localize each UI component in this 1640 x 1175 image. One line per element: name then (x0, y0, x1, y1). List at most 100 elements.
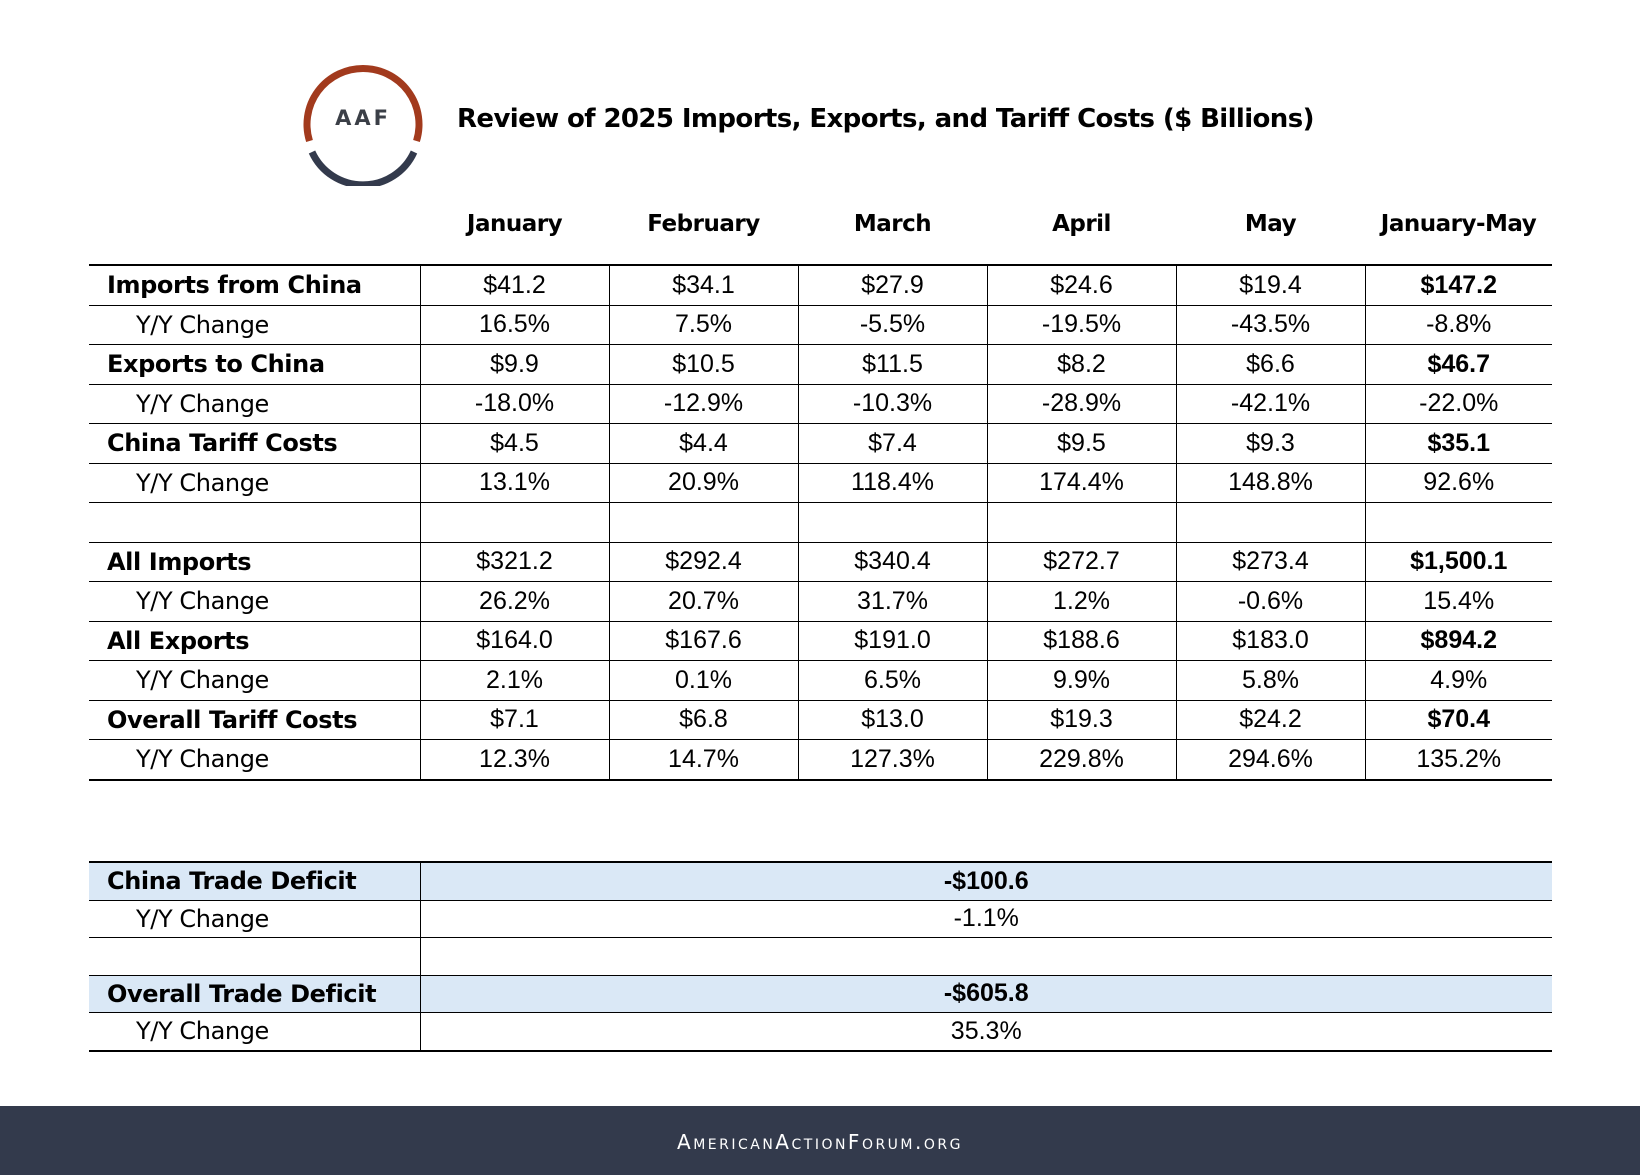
value-cell: $4.4 (609, 423, 799, 463)
change-row: Y/Y Change -1.1% (89, 899, 1552, 938)
value-cell (420, 502, 610, 542)
value-cell: $8.2 (987, 344, 1177, 384)
value-cell: $10.5 (609, 344, 799, 384)
change-row: Y/Y Change 13.1% 20.9% 118.4% 174.4% 148.8% 92… (89, 462, 1552, 503)
change-row: Y/Y Change 12.3% 14.7% 127.3% 229.8% 294.6% 13… (89, 739, 1552, 781)
value-cell: 26.2% (420, 581, 610, 621)
value-cell: 16.5% (420, 304, 610, 345)
total-cell: $46.7 (1365, 344, 1552, 384)
value-cell: -$100.6 (420, 861, 1552, 900)
value-cell: $7.1 (420, 699, 610, 740)
value-cell: $9.3 (1176, 423, 1366, 463)
value-cell: $273.4 (1176, 541, 1366, 582)
value-cell: $188.6 (987, 620, 1177, 661)
total-cell: $70.4 (1365, 699, 1552, 740)
value-cell: -28.9% (987, 383, 1177, 424)
value-cell: 35.3% (420, 1012, 1552, 1052)
value-cell: -$605.8 (420, 974, 1552, 1013)
total-cell: $1,500.1 (1365, 541, 1552, 582)
value-cell (420, 937, 1552, 975)
deficit-row: China Trade Deficit -$100.6 (89, 861, 1552, 900)
value-cell: -5.5% (798, 304, 988, 345)
column-header-may: May (1244, 211, 1297, 237)
value-cell: $6.8 (609, 699, 799, 740)
value-cell: 0.1% (609, 660, 799, 700)
value-cell: -19.5% (987, 304, 1177, 345)
metric-row: Imports from China $41.2 $34.1 $27.9 $24.6 $1… (89, 264, 1552, 305)
value-cell (987, 502, 1177, 542)
logo-bottom-arc (308, 150, 418, 186)
value-cell: -10.3% (798, 383, 988, 424)
total-cell: 4.9% (1365, 660, 1552, 700)
value-cell: $13.0 (798, 699, 988, 740)
value-cell: $183.0 (1176, 620, 1366, 661)
total-cell: 92.6% (1365, 462, 1552, 503)
metric-row: China Tariff Costs $4.5 $4.4 $7.4 $9.5 $9.3 $3… (89, 423, 1552, 463)
value-cell: $4.5 (420, 423, 610, 463)
value-cell: 14.7% (609, 739, 799, 781)
value-cell: 13.1% (420, 462, 610, 503)
value-cell: 127.3% (798, 739, 988, 781)
metric-row: All Imports $321.2 $292.4 $340.4 $272.7 $273.… (89, 541, 1552, 582)
total-cell: 15.4% (1365, 581, 1552, 621)
change-row: Y/Y Change 26.2% 20.7% 31.7% 1.2% -0.6% 15.4% (89, 581, 1552, 621)
value-cell: $19.4 (1176, 264, 1366, 305)
value-cell: $9.9 (420, 344, 610, 384)
row-label: China Tariff Costs (89, 423, 421, 463)
row-label: Y/Y Change (89, 581, 421, 621)
logo-text: AAF (335, 106, 391, 130)
value-cell: 1.2% (987, 581, 1177, 621)
deficit-row: Overall Trade Deficit -$605.8 (89, 974, 1552, 1013)
value-cell: $34.1 (609, 264, 799, 305)
spacer-row (89, 502, 1552, 542)
total-cell: -22.0% (1365, 383, 1552, 424)
value-cell: $6.6 (1176, 344, 1366, 384)
row-label: Exports to China (89, 344, 421, 384)
metric-row: Exports to China $9.9 $10.5 $11.5 $8.2 $6.6 $4… (89, 344, 1552, 384)
value-cell: $27.9 (798, 264, 988, 305)
row-label: All Imports (89, 541, 421, 582)
value-cell: $19.3 (987, 699, 1177, 740)
value-cell (1176, 502, 1366, 542)
value-cell: 20.7% (609, 581, 799, 621)
row-label: Y/Y Change (89, 383, 421, 424)
footer-website-link[interactable]: AmericanActionForum.org (677, 1130, 963, 1154)
value-cell: $340.4 (798, 541, 988, 582)
row-label: Y/Y Change (89, 899, 421, 938)
value-cell: $321.2 (420, 541, 610, 582)
value-cell: $9.5 (987, 423, 1177, 463)
row-label: Imports from China (89, 264, 421, 305)
value-cell: 2.1% (420, 660, 610, 700)
value-cell (609, 502, 799, 542)
change-row: Y/Y Change 16.5% 7.5% -5.5% -19.5% -43.5% -8.8… (89, 304, 1552, 345)
value-cell: 118.4% (798, 462, 988, 503)
logo-top-arc (303, 64, 423, 143)
value-cell: -43.5% (1176, 304, 1366, 345)
value-cell: $24.2 (1176, 699, 1366, 740)
row-label: China Trade Deficit (89, 861, 421, 900)
value-cell: -42.1% (1176, 383, 1366, 424)
total-cell (1365, 502, 1552, 542)
change-row: Y/Y Change -18.0% -12.9% -10.3% -28.9% -42.1%… (89, 383, 1552, 424)
page-title: Review of 2025 Imports, Exports, and Tar… (457, 104, 1314, 134)
row-label: All Exports (89, 620, 421, 661)
metric-row: All Exports $164.0 $167.6 $191.0 $188.6 $183.… (89, 620, 1552, 661)
aaf-logo (303, 64, 423, 186)
total-cell: -8.8% (1365, 304, 1552, 345)
column-header-january: January (466, 211, 563, 237)
column-header-february: February (647, 211, 760, 237)
value-cell: $292.4 (609, 541, 799, 582)
footer-bar: AmericanActionForum.org (0, 1106, 1640, 1175)
value-cell: 20.9% (609, 462, 799, 503)
value-cell: $164.0 (420, 620, 610, 661)
value-cell: 148.8% (1176, 462, 1366, 503)
value-cell: 7.5% (609, 304, 799, 345)
change-row: Y/Y Change 2.1% 0.1% 6.5% 9.9% 5.8% 4.9% (89, 660, 1552, 700)
value-cell: $7.4 (798, 423, 988, 463)
value-cell: 6.5% (798, 660, 988, 700)
column-header-march: March (853, 211, 932, 237)
trade-deficit-table: China Trade Deficit -$100.6 Y/Y Change -1.1… (89, 861, 1552, 1052)
row-label: Overall Trade Deficit (89, 974, 421, 1013)
value-cell: $272.7 (987, 541, 1177, 582)
column-header-april: April (1052, 211, 1111, 237)
